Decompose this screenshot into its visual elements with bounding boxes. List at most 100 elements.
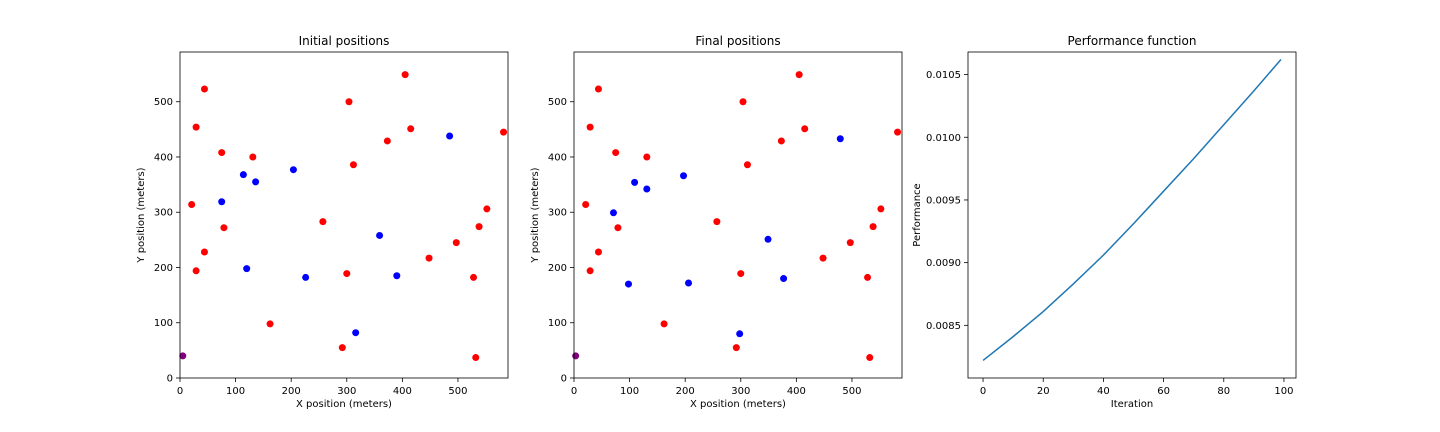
y-tick-label: 0.0105 [926,70,961,81]
data-point [345,98,353,106]
chart-title: Performance function [1068,34,1197,48]
y-tick-label: 100 [154,318,173,329]
x-tick-label: 500 [842,386,861,397]
y-tick-label: 200 [548,263,567,274]
data-point [713,218,721,226]
x-tick-label: 500 [448,386,467,397]
data-point [624,280,632,288]
data-point [192,123,200,131]
y-axis-label: Y position (meters) [530,167,541,263]
x-tick-label: 300 [337,386,356,397]
y-tick-label: 0.0085 [926,321,961,332]
data-point [680,172,688,180]
data-point [483,205,491,213]
data-point [243,265,251,273]
data-point [452,239,460,247]
x-tick-label: 40 [1097,386,1110,397]
data-point [612,149,620,157]
x-tick-label: 100 [1274,386,1293,397]
data-point [302,273,310,281]
data-point [836,135,844,143]
data-point [643,185,651,193]
data-point [252,178,260,186]
data-point [594,85,602,93]
data-point [743,161,751,169]
x-tick-label: 200 [282,386,301,397]
data-point [352,329,360,337]
y-tick-label: 0 [167,374,173,385]
data-point [425,254,433,262]
chart-panel-2: 0 100 200 300 400 500 0 100 200 300 400 500 Final po… [530,34,903,410]
y-tick-label: 400 [154,152,173,163]
y-tick-label: 200 [154,263,173,274]
x-axis-label: X position (meters) [296,399,392,410]
y-tick-label: 400 [548,152,567,163]
y-tick-label: 100 [548,318,567,329]
chart-title: Initial positions [299,34,390,48]
data-point [349,161,357,169]
y-axis-label: Y position (meters) [136,167,147,263]
x-tick-label: 300 [731,386,750,397]
axes-frame [573,51,903,379]
data-point [200,248,208,256]
data-point [407,125,415,133]
x-axis-label: Iteration [1111,399,1153,410]
data-point [869,223,877,231]
y-tick-label: 0 [561,374,567,385]
y-tick-label: 500 [548,97,567,108]
data-point [446,132,454,140]
y-tick-label: 0.0095 [926,195,961,206]
x-tick-label: 100 [226,386,245,397]
data-point [179,352,187,360]
data-point [572,352,580,360]
data-point [192,267,200,275]
data-point [401,71,409,79]
data-point [685,279,693,287]
data-point [594,248,602,256]
series-line [982,59,1282,362]
data-point [866,354,874,362]
data-point [777,137,785,145]
x-axis-label: X position (meters) [690,399,786,410]
data-point [289,166,297,174]
data-point [475,223,483,231]
data-point [218,149,226,157]
data-point [586,123,594,131]
data-point [582,201,590,209]
y-tick-label: 300 [548,208,567,219]
data-point [266,320,274,328]
x-tick-label: 400 [787,386,806,397]
data-point [218,198,226,206]
data-point [736,330,744,338]
data-point [376,231,384,239]
x-tick-label: 20 [1037,386,1050,397]
data-point [586,267,594,275]
data-point [470,273,478,281]
data-point [188,201,196,209]
chart-panel-1: 0 100 200 300 400 500 0 100 200 300 400 500 Initial … [136,34,509,410]
x-tick-label: 80 [1217,386,1230,397]
data-point [200,85,208,93]
axes-frame [967,51,1297,379]
x-tick-label: 60 [1157,386,1170,397]
data-point [614,224,622,232]
data-point [732,344,740,352]
data-point [737,270,745,278]
data-point [249,153,257,161]
data-point [739,98,747,106]
data-point [631,178,639,186]
data-point [764,235,772,243]
data-point [393,272,401,280]
data-point [894,128,902,136]
data-point [864,273,872,281]
x-tick-label: 0 [980,386,986,397]
data-point [609,209,617,217]
data-point [819,254,827,262]
x-tick-label: 100 [620,386,639,397]
data-point [846,239,854,247]
data-point [877,205,885,213]
data-point [319,218,327,226]
x-tick-label: 400 [393,386,412,397]
y-tick-label: 0.0100 [926,133,961,144]
